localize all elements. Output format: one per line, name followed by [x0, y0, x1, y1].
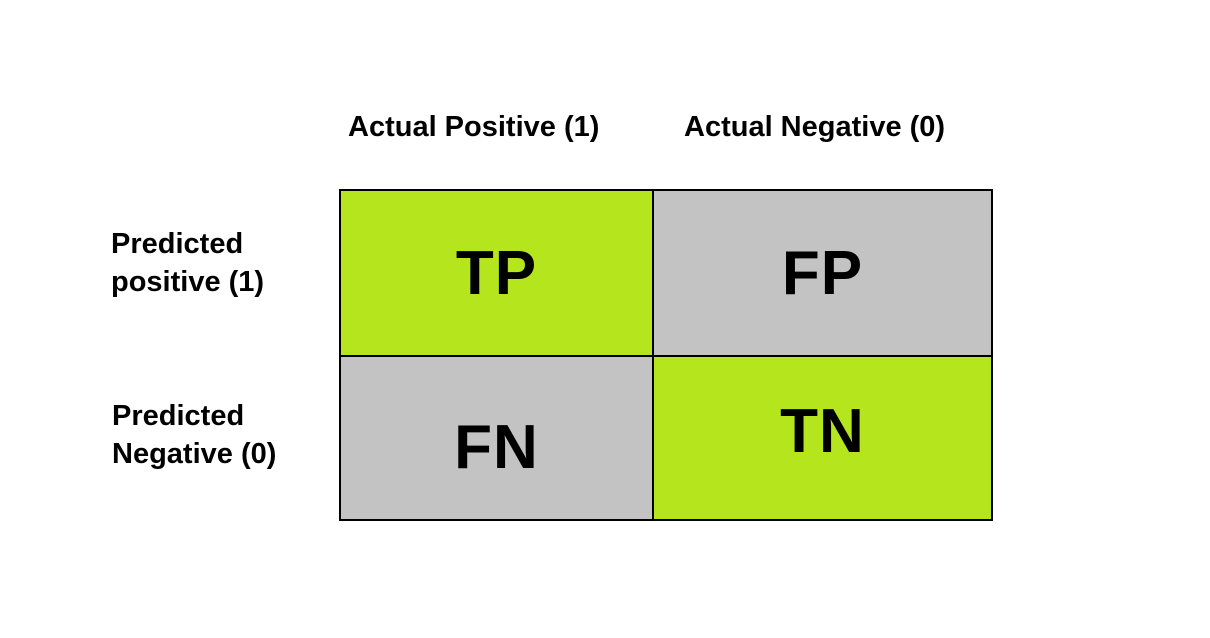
row-header-predicted-negative: Predicted Negative (0)	[112, 397, 276, 473]
cell-false-negative: FN	[341, 357, 654, 519]
cell-true-positive: TP	[341, 191, 654, 357]
column-header-actual-positive: Actual Positive (1)	[348, 111, 600, 143]
cell-true-negative: TN	[654, 357, 991, 519]
column-header-actual-negative: Actual Negative (0)	[684, 111, 946, 143]
cell-label: FP	[781, 238, 864, 308]
row-header-line: positive (1)	[111, 266, 265, 298]
cell-label: FN	[454, 412, 539, 482]
row-header-line: Predicted	[111, 228, 244, 260]
cell-false-positive: FP	[654, 191, 991, 357]
confusion-matrix: TP FP FN TN	[339, 189, 993, 521]
row-header-predicted-positive: Predicted positive (1)	[111, 225, 264, 301]
row-header-line: Predicted	[112, 400, 245, 432]
cell-label: TN	[780, 396, 865, 466]
cell-label: TP	[455, 238, 538, 308]
row-header-line: Negative (0)	[112, 438, 277, 470]
